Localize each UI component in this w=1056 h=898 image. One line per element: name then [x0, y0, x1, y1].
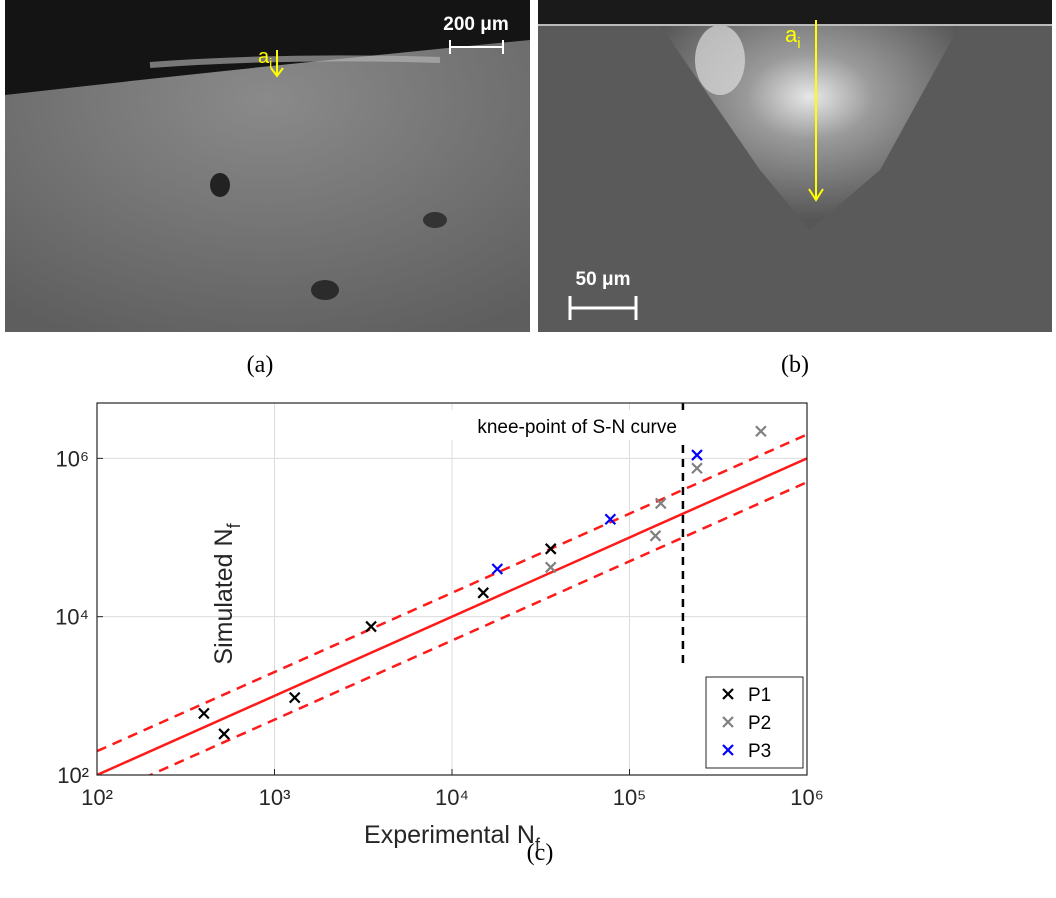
figure: 200 μm ai 50 μm ai (a) (b) (c) 10²10³10⁴…: [0, 0, 1056, 898]
scale-bar-label: 50 μm: [576, 269, 631, 290]
legend-label: P3: [748, 741, 771, 762]
marker-sub: i: [269, 55, 272, 71]
caption: (b): [781, 352, 809, 378]
axis-label-text: Simulated N: [210, 528, 238, 664]
marker-sub: i: [797, 35, 800, 52]
legend-label: P2: [748, 713, 771, 734]
x-tick-label: 10²: [81, 785, 113, 810]
x-tick-label: 10³: [259, 785, 291, 810]
x-tick-label: 10⁴: [435, 785, 469, 810]
y-tick-label: 10⁴: [55, 605, 89, 630]
marker-text: a: [785, 22, 798, 47]
axis-label: Experimental Nf: [364, 821, 541, 855]
annotation: knee-point of S-N curve: [477, 417, 677, 438]
x-tick-label: 10⁵: [613, 785, 647, 810]
y-tick-label: 10²: [57, 763, 89, 788]
caption: (a): [247, 352, 274, 378]
scale-bar-label: 200 μm: [443, 14, 509, 35]
axis-label-text: Experimental N: [364, 821, 535, 849]
legend-label: P1: [748, 685, 771, 706]
x-tick-label: 10⁶: [790, 785, 824, 810]
y-tick-label: 10⁶: [55, 446, 89, 471]
